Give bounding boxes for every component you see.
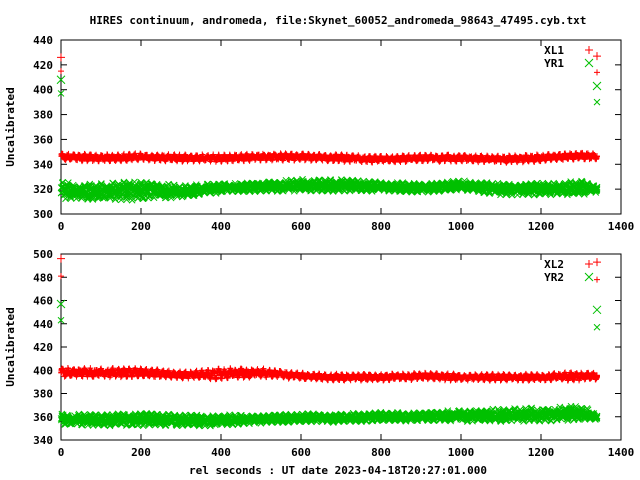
- y-tick-label: 460: [33, 295, 53, 308]
- series-xl2: [57, 254, 601, 384]
- data-point: [213, 375, 220, 382]
- series-yr1: [56, 75, 602, 204]
- calibration-point: [592, 81, 602, 91]
- y-tick-label: 400: [33, 84, 53, 97]
- y-axis-label: Uncalibrated: [4, 87, 17, 166]
- x-tick-label: 800: [371, 220, 391, 233]
- y-tick-label: 300: [33, 208, 53, 221]
- calibration-point: [58, 68, 64, 75]
- legend-label-yr1: YR1: [544, 57, 564, 70]
- x-tick-label: 0: [58, 446, 65, 459]
- x-tick-label: 200: [131, 446, 151, 459]
- y-tick-label: 400: [33, 364, 53, 377]
- y-tick-label: 380: [33, 109, 53, 122]
- calibration-point: [593, 98, 601, 106]
- calibration-point: [593, 52, 601, 61]
- y-tick-label: 320: [33, 183, 53, 196]
- data-point: [210, 151, 217, 158]
- legend-label-xl1: XL1: [544, 44, 564, 57]
- x-tick-label: 1000: [448, 446, 475, 459]
- x-tick-label: 1000: [448, 220, 475, 233]
- x-tick-label: 400: [211, 446, 231, 459]
- data-point: [182, 151, 189, 158]
- chart-title: HIRES continuum, andromeda, file:Skynet_…: [90, 14, 587, 27]
- y-tick-label: 340: [33, 158, 53, 171]
- legend-marker-xl1: [585, 46, 593, 54]
- x-tick-label: 600: [291, 446, 311, 459]
- x-tick-label: 600: [291, 220, 311, 233]
- x-tick-label: 1200: [528, 220, 555, 233]
- calibration-point: [57, 53, 65, 62]
- data-point: [170, 152, 177, 159]
- plot-frame: [60, 39, 622, 215]
- y-tick-label: 480: [33, 271, 53, 284]
- x-tick-label: 200: [131, 220, 151, 233]
- y-tick-label: 360: [33, 411, 53, 424]
- x-tick-label: 1400: [608, 446, 635, 459]
- calibration-point: [594, 69, 600, 76]
- y-tick-label: 440: [33, 34, 53, 47]
- y-tick-label: 500: [33, 248, 53, 261]
- x-tick-label: 800: [371, 446, 391, 459]
- y-tick-label: 340: [33, 434, 53, 447]
- y-tick-label: 420: [33, 59, 53, 72]
- series-xl1: [57, 52, 601, 166]
- y-tick-label: 380: [33, 388, 53, 401]
- y-tick-label: 440: [33, 318, 53, 331]
- x-tick-label: 400: [211, 220, 231, 233]
- x-tick-label: 1400: [608, 220, 635, 233]
- x-tick-label: 0: [58, 220, 65, 233]
- y-tick-label: 420: [33, 341, 53, 354]
- x-tick-label: 1200: [528, 446, 555, 459]
- y-axis-label: Uncalibrated: [4, 307, 17, 386]
- legend-marker-yr1: [584, 58, 594, 68]
- y-tick-label: 360: [33, 133, 53, 146]
- top-panel: 0 200 400 600 800 1000 1200 1400 300 320 340 360 380…: [4, 34, 634, 233]
- bottom-panel: 0 200 400 600 800 1000 1200 1400 340 360 380 400 420…: [4, 248, 634, 459]
